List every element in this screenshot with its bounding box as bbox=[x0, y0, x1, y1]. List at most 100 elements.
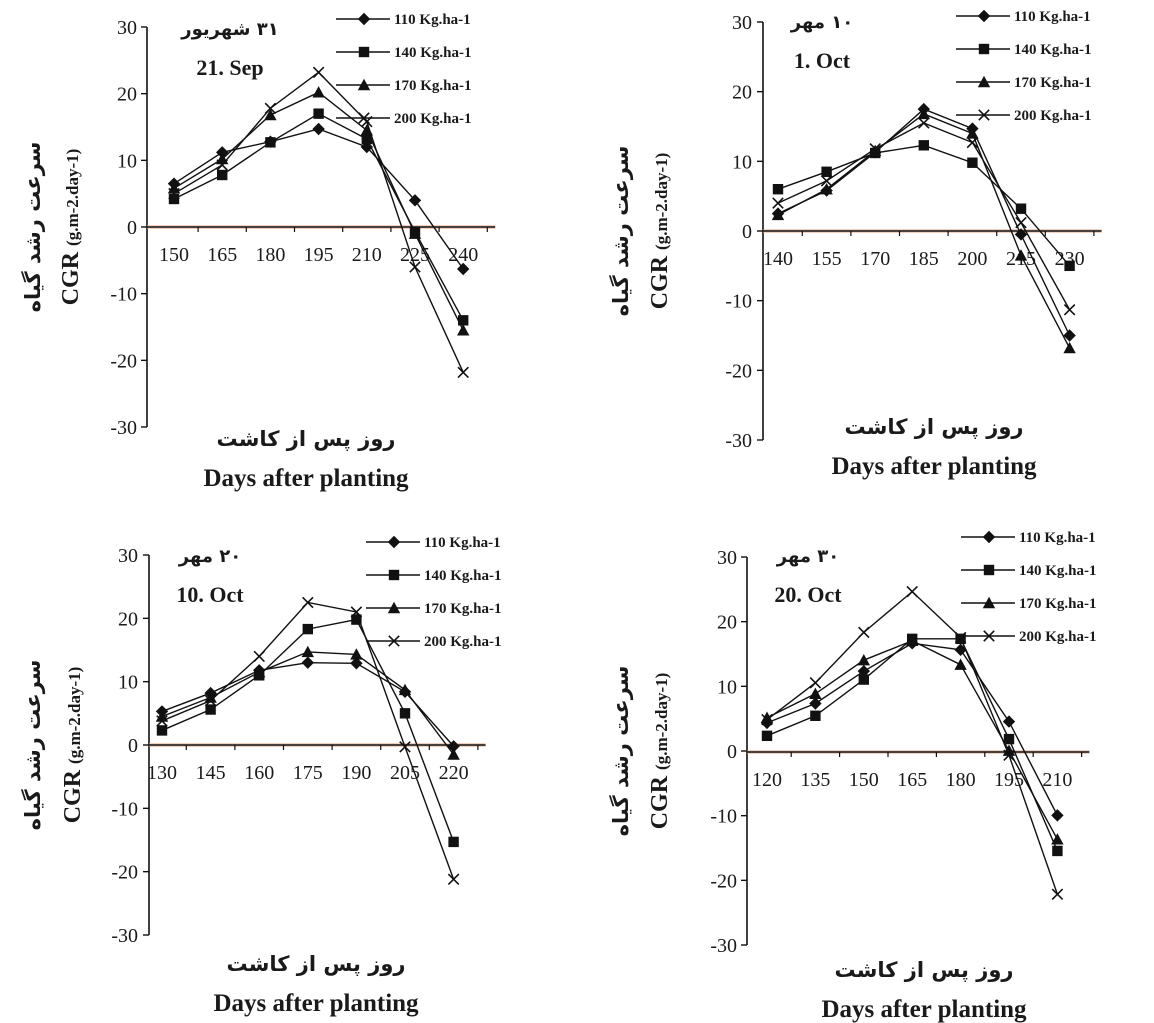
data-point bbox=[264, 108, 277, 121]
y-tick-label: -20 bbox=[111, 862, 138, 884]
data-point bbox=[821, 166, 832, 177]
date-english: 1. Oct bbox=[794, 48, 851, 73]
legend-marker bbox=[982, 596, 996, 609]
y-tick-label: -10 bbox=[110, 284, 137, 306]
x-axis-label-persian: روز پس از کاشت bbox=[834, 958, 1013, 982]
legend-marker bbox=[387, 601, 401, 614]
legend-label: 170 Kg.ha-1 bbox=[424, 601, 502, 617]
x-tick-label: 155 bbox=[812, 248, 842, 270]
x-tick-label: 205 bbox=[390, 762, 420, 784]
legend-label: 170 Kg.ha-1 bbox=[1019, 596, 1097, 612]
data-point bbox=[168, 187, 180, 200]
legend-entry: 170 Kg.ha-1 bbox=[336, 78, 472, 94]
data-point bbox=[217, 169, 228, 181]
y-tick-label: -30 bbox=[110, 417, 137, 439]
data-point bbox=[409, 261, 421, 273]
y-tick-label: 20 bbox=[732, 82, 752, 104]
data-point bbox=[204, 694, 217, 707]
data-point bbox=[156, 715, 168, 727]
legend-marker bbox=[982, 530, 996, 544]
legend-entry: 110 Kg.ha-1 bbox=[366, 535, 501, 551]
x-tick-label: 210 bbox=[1042, 769, 1072, 791]
y-tick-label: 20 bbox=[118, 608, 138, 630]
data-point bbox=[301, 645, 314, 658]
data-point bbox=[1014, 228, 1028, 241]
date-persian: ۳۱ شهریور bbox=[180, 19, 278, 40]
legend-label: 140 Kg.ha-1 bbox=[1019, 563, 1097, 579]
y-axis-label-english: CGR (g.m-2.day-1) bbox=[647, 673, 673, 830]
data-point bbox=[858, 626, 870, 639]
data-point bbox=[906, 585, 918, 598]
x-tick-label: 150 bbox=[159, 244, 189, 266]
data-point bbox=[1003, 749, 1015, 761]
data-point bbox=[350, 648, 363, 660]
data-point bbox=[954, 631, 967, 644]
data-point bbox=[1015, 216, 1027, 229]
data-point bbox=[772, 184, 784, 195]
x-tick-label: 135 bbox=[800, 769, 830, 791]
x-axis-label-english: Days after planting bbox=[821, 996, 1027, 1023]
legend-label: 170 Kg.ha-1 bbox=[394, 78, 472, 94]
legend-marker bbox=[978, 109, 990, 121]
x-tick-label: 120 bbox=[752, 769, 782, 791]
legend-entry: 110 Kg.ha-1 bbox=[961, 530, 1096, 546]
data-point bbox=[772, 197, 784, 209]
x-axis-label-english: Days after planting bbox=[213, 990, 419, 1017]
legend-entry: 170 Kg.ha-1 bbox=[366, 601, 502, 617]
legend-marker bbox=[387, 535, 401, 549]
y-tick-label: -20 bbox=[710, 870, 737, 892]
data-point bbox=[265, 137, 276, 148]
legend-entry: 170 Kg.ha-1 bbox=[961, 596, 1097, 612]
x-tick-label: 185 bbox=[909, 248, 939, 270]
y-tick-label: -30 bbox=[710, 935, 737, 957]
date-english: 20. Oct bbox=[774, 582, 842, 607]
data-point bbox=[810, 710, 821, 721]
date-persian: ۲۰ مهر bbox=[178, 546, 241, 567]
y-tick-label: -30 bbox=[111, 925, 138, 947]
y-tick-label: 30 bbox=[732, 12, 752, 34]
y-axis-label-persian: سرعت رشد گیاه bbox=[20, 660, 45, 831]
legend-label: 110 Kg.ha-1 bbox=[394, 12, 471, 28]
x-tick-label: 175 bbox=[293, 762, 323, 784]
data-point bbox=[1063, 303, 1076, 316]
data-point bbox=[1063, 341, 1076, 354]
series-line bbox=[173, 112, 464, 321]
legend-entry: 110 Kg.ha-1 bbox=[956, 9, 1091, 25]
data-point bbox=[302, 596, 314, 609]
data-point bbox=[399, 741, 411, 753]
data-point bbox=[954, 658, 967, 670]
data-point bbox=[302, 623, 313, 635]
y-tick-label: 0 bbox=[128, 735, 138, 757]
legend-label: 200 Kg.ha-1 bbox=[1019, 629, 1097, 645]
data-point bbox=[312, 66, 325, 79]
legend-label: 110 Kg.ha-1 bbox=[1019, 530, 1096, 546]
y-tick-label: 10 bbox=[732, 151, 752, 173]
data-point bbox=[1051, 833, 1064, 845]
y-tick-label: -10 bbox=[111, 798, 138, 820]
legend-marker bbox=[358, 112, 370, 124]
series-line bbox=[766, 638, 1059, 852]
y-tick-label: 30 bbox=[117, 17, 137, 39]
data-point bbox=[820, 175, 833, 187]
x-axis-label-persian: روز پس از کاشت bbox=[226, 952, 405, 976]
x-tick-label: 180 bbox=[946, 769, 976, 791]
y-tick-label: 20 bbox=[717, 612, 737, 634]
legend-marker bbox=[978, 43, 990, 55]
data-point bbox=[156, 725, 168, 736]
data-point bbox=[457, 262, 470, 276]
x-tick-label: 145 bbox=[196, 762, 226, 784]
data-point bbox=[1064, 260, 1075, 272]
data-point bbox=[917, 107, 930, 120]
x-tick-label: 160 bbox=[244, 762, 274, 784]
x-tick-label: 165 bbox=[897, 769, 927, 791]
data-point bbox=[312, 122, 325, 136]
data-point bbox=[204, 691, 217, 703]
series-line bbox=[161, 601, 455, 880]
legend-label: 140 Kg.ha-1 bbox=[1014, 42, 1092, 58]
data-point bbox=[448, 836, 459, 848]
series-triangle bbox=[167, 86, 470, 336]
legend-entry: 200 Kg.ha-1 bbox=[961, 629, 1097, 645]
data-point bbox=[967, 157, 978, 168]
date-english: 10. Oct bbox=[176, 582, 244, 607]
